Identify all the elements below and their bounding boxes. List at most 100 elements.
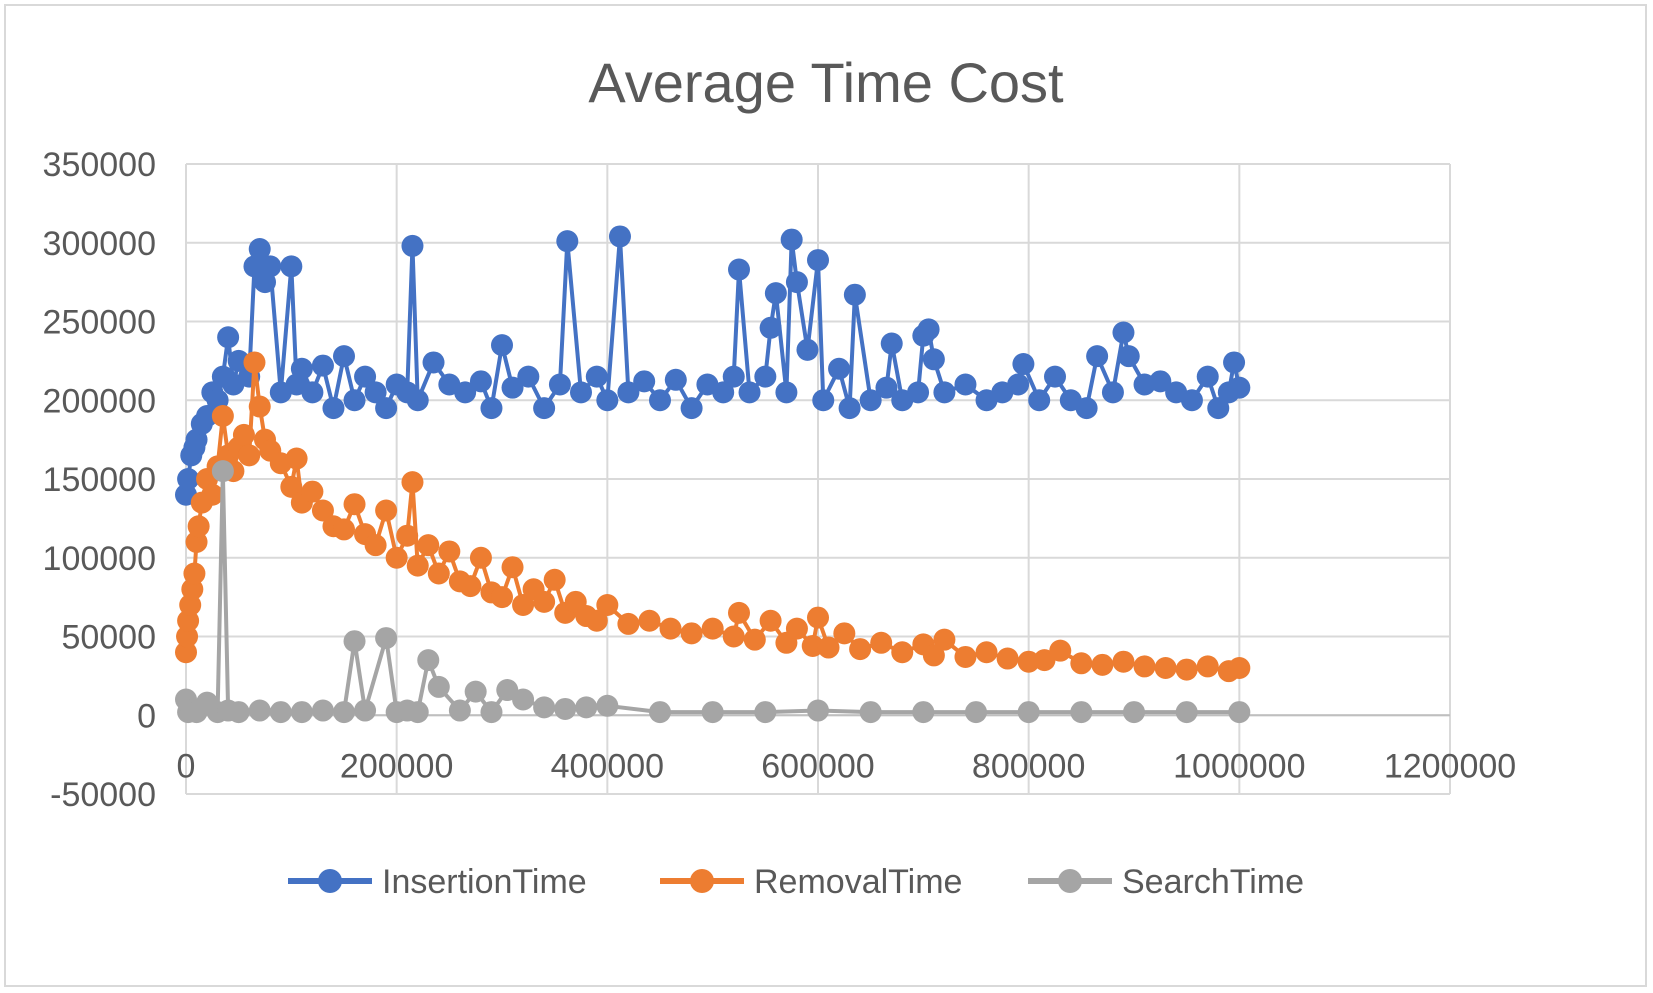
data-point (201, 483, 224, 506)
data-point (238, 444, 261, 467)
data-point (712, 381, 735, 404)
data-point (469, 370, 492, 393)
data-point (780, 228, 803, 251)
data-point (469, 546, 492, 569)
chart-frame: Average Time Cost 350000 300000 250000 2000… (4, 4, 1647, 987)
data-point (1196, 655, 1219, 678)
data-point (533, 696, 556, 719)
data-point (406, 701, 429, 724)
data-point (533, 397, 556, 420)
y-tick-label: -50000 (50, 776, 156, 814)
data-point (248, 395, 271, 418)
data-point (417, 649, 440, 672)
data-point (217, 326, 240, 349)
data-point (333, 345, 355, 368)
data-point (248, 238, 271, 261)
data-point (311, 499, 334, 522)
data-point (290, 701, 313, 724)
data-point (596, 694, 619, 717)
data-point (880, 332, 903, 355)
data-point (406, 389, 429, 412)
data-point (575, 696, 598, 719)
data-point (175, 641, 197, 664)
data-point (548, 373, 571, 396)
legend-label: RemovalTime (754, 863, 962, 901)
x-tick-label: 200000 (340, 747, 453, 785)
data-point (280, 475, 303, 498)
data-point (422, 351, 445, 374)
data-point (343, 630, 366, 653)
data-point (664, 368, 687, 391)
data-point (596, 389, 619, 412)
x-tick-label: 800000 (972, 747, 1085, 785)
data-point (554, 697, 577, 720)
data-point (1033, 649, 1056, 672)
data-point (501, 376, 524, 399)
data-point (849, 638, 872, 661)
legend-label: SearchTime (1122, 863, 1304, 901)
legend-item: SearchTime (1028, 863, 1304, 901)
data-point (722, 625, 745, 648)
x-tick-label: 400000 (551, 747, 664, 785)
data-point (496, 679, 519, 702)
data-point (754, 701, 777, 724)
data-point (364, 534, 387, 557)
data-point (227, 701, 250, 724)
data-point (775, 381, 798, 404)
data-point (996, 647, 1019, 670)
data-point (759, 316, 782, 339)
data-point (1017, 650, 1040, 673)
data-point (543, 568, 566, 591)
data-point (517, 365, 540, 388)
data-point (1228, 657, 1251, 679)
data-point (1112, 321, 1135, 344)
y-tick-label: 100000 (43, 540, 156, 578)
data-point (649, 701, 671, 724)
data-point (385, 546, 408, 569)
x-tick-label: 600000 (761, 747, 874, 785)
data-point (1070, 701, 1093, 724)
data-point (459, 575, 482, 598)
data-point (248, 699, 271, 722)
data-point (285, 447, 308, 470)
data-point (1075, 397, 1098, 420)
data-point (464, 680, 487, 703)
legend-label: InsertionTime (382, 863, 587, 901)
data-point (1149, 370, 1172, 393)
data-point (680, 397, 703, 420)
x-tick-label: 0 (177, 747, 196, 785)
data-point (638, 609, 661, 632)
data-point (311, 354, 334, 377)
data-point (375, 499, 398, 522)
data-point (396, 524, 419, 547)
data-point (354, 365, 377, 388)
data-point (176, 625, 199, 648)
data-point (512, 594, 535, 616)
legend-marker (690, 869, 714, 893)
data-point (633, 370, 656, 393)
series-SearchTime (175, 460, 1251, 724)
data-point (333, 518, 355, 541)
data-point (533, 590, 556, 613)
legend-item: InsertionTime (288, 863, 587, 901)
data-point (933, 628, 956, 651)
data-point (1175, 658, 1198, 681)
y-tick-label: 350000 (43, 146, 156, 184)
data-point (754, 365, 777, 388)
data-point (807, 606, 829, 629)
data-point (1070, 652, 1093, 675)
x-tick-label: 1000000 (1173, 747, 1305, 785)
data-point (1044, 365, 1066, 388)
data-point (954, 645, 977, 668)
data-point (585, 365, 608, 388)
data-point (227, 349, 250, 372)
data-point (280, 255, 303, 278)
data-point (617, 381, 640, 404)
data-point (454, 381, 477, 404)
data-point (491, 586, 513, 609)
chart-title: Average Time Cost (588, 51, 1064, 114)
data-point (922, 644, 945, 667)
data-point (759, 609, 782, 632)
data-point (1228, 701, 1251, 724)
data-point (617, 612, 640, 635)
